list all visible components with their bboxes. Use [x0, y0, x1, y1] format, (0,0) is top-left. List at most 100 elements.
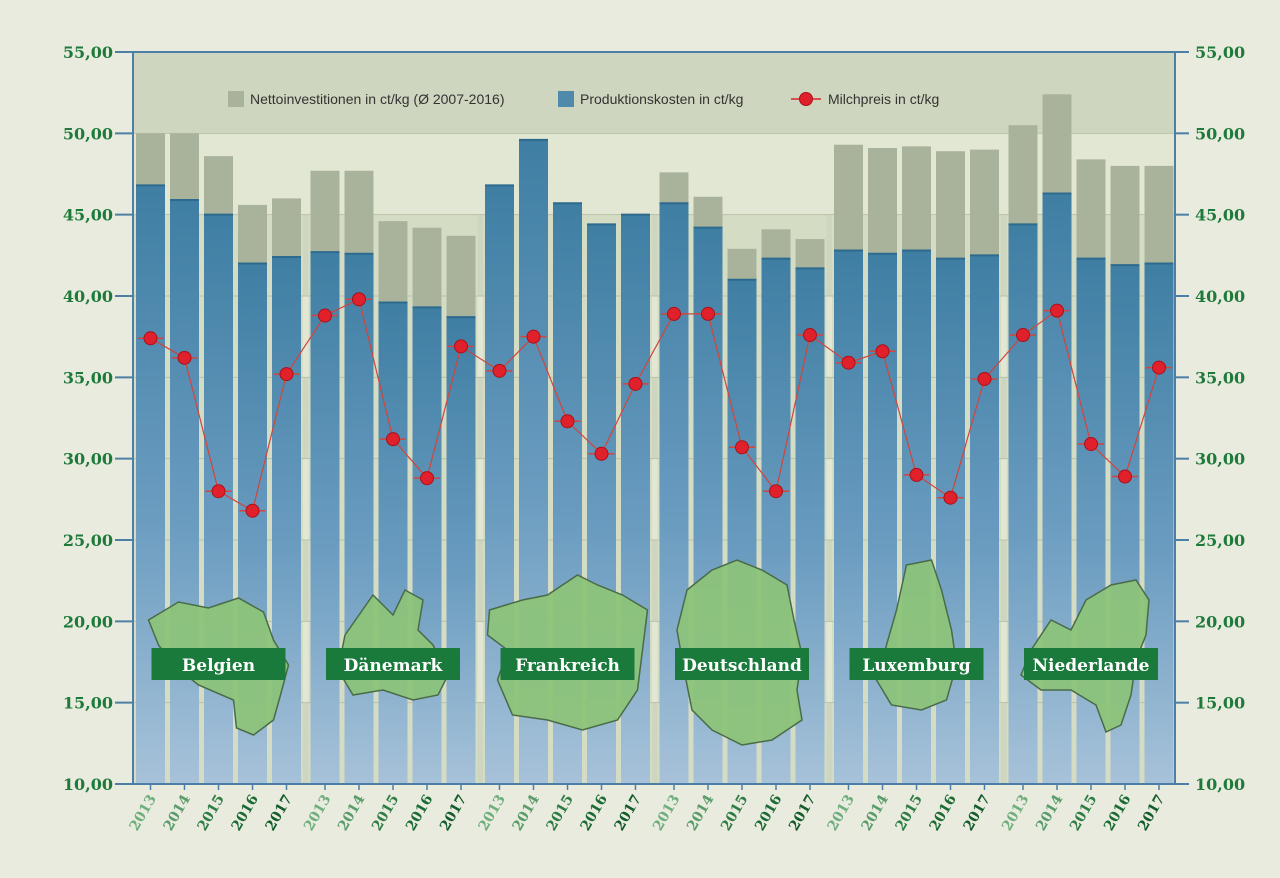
- legend-label-milch: Milchpreis in ct/kg: [828, 91, 939, 107]
- kosten-bar: [970, 255, 999, 785]
- grid-band: [133, 52, 1175, 134]
- y-tick-label-left: 30,00: [63, 450, 113, 469]
- x-tick-label: 2017: [612, 792, 645, 834]
- netto-bar: [795, 239, 825, 269]
- milchpreis-point: [454, 339, 468, 354]
- x-tick-label: 2015: [544, 792, 577, 834]
- milchpreis-point: [177, 350, 192, 365]
- x-tick-label: 2014: [684, 792, 717, 834]
- netto-bar: [902, 146, 931, 251]
- netto-bar: [344, 170, 374, 254]
- x-tick-label: 2015: [195, 792, 228, 834]
- netto-bar: [204, 156, 233, 215]
- milchpreis-point: [211, 484, 226, 499]
- legend-swatch-kosten: [558, 91, 574, 107]
- x-tick-label: 2013: [825, 792, 858, 834]
- milchpreis-point: [1016, 328, 1030, 343]
- x-tick-label: 2014: [1033, 792, 1066, 834]
- x-tick-label: 2014: [510, 792, 543, 834]
- country-label: Dänemark: [344, 656, 444, 676]
- kosten-bar: [344, 253, 374, 784]
- y-tick-label-left: 15,00: [63, 694, 113, 713]
- kosten-bar: [936, 258, 965, 784]
- kosten-bar: [834, 250, 863, 784]
- milchpreis-point: [526, 329, 541, 344]
- milchpreis-point: [279, 367, 294, 382]
- milchpreis-point: [560, 414, 575, 429]
- milchpreis-point: [769, 484, 783, 499]
- milchpreis-point: [875, 344, 890, 359]
- y-tick-label-right: 10,00: [1195, 775, 1245, 794]
- y-tick-label-right: 20,00: [1195, 612, 1245, 631]
- milchpreis-point: [701, 306, 715, 321]
- netto-bar: [761, 229, 791, 259]
- milchpreis-point: [1050, 303, 1064, 318]
- milchpreis-point: [667, 306, 681, 321]
- grid-band: [133, 377, 1175, 459]
- netto-bar: [1076, 159, 1106, 259]
- x-tick-label: 2014: [161, 792, 194, 834]
- country-label: Niederlande: [1032, 656, 1149, 676]
- netto-bar: [834, 144, 863, 251]
- x-tick-label: 2013: [127, 792, 160, 834]
- netto-bar: [446, 235, 476, 318]
- x-tick-label: 2017: [786, 792, 819, 834]
- netto-bar: [936, 151, 965, 259]
- netto-bar: [727, 248, 757, 280]
- x-tick-label: 2014: [859, 792, 892, 834]
- milchpreis-point: [977, 371, 992, 386]
- netto-bar: [1110, 165, 1140, 266]
- milchpreis-point: [628, 376, 643, 391]
- x-tick-label: 2015: [718, 792, 751, 834]
- x-tick-label: 2013: [999, 792, 1032, 834]
- grid-band: [133, 702, 1175, 784]
- x-tick-label: 2017: [1135, 792, 1168, 834]
- milchpreis-point: [841, 355, 856, 370]
- netto-bar: [970, 149, 999, 256]
- x-tick-label: 2015: [1067, 792, 1100, 834]
- country-label: Deutschland: [682, 656, 802, 676]
- milchpreis-point: [318, 308, 332, 323]
- netto-bar: [170, 133, 199, 201]
- y-tick-label-right: 50,00: [1195, 124, 1245, 143]
- kosten-bar: [659, 203, 689, 784]
- milchpreis-point: [1118, 469, 1132, 484]
- milchpreis-point: [143, 331, 158, 346]
- milchpreis-point: [245, 503, 260, 518]
- x-tick-label: 2016: [578, 792, 611, 834]
- y-tick-label-right: 55,00: [1195, 43, 1245, 62]
- netto-bar: [136, 133, 165, 186]
- country-label-box: [849, 648, 984, 680]
- x-tick-label: 2017: [263, 792, 296, 834]
- y-tick-label-left: 20,00: [63, 612, 113, 631]
- country-label-box: [500, 648, 635, 680]
- x-tick-label: 2016: [1101, 792, 1134, 834]
- netto-bar: [272, 198, 301, 257]
- milchpreis-point: [594, 446, 609, 461]
- x-tick-label: 2013: [650, 792, 683, 834]
- grid-band: [133, 540, 1175, 622]
- kosten-bar: [446, 317, 476, 784]
- netto-bar: [378, 221, 408, 303]
- kosten-bar: [1144, 263, 1174, 784]
- legend-swatch-netto: [228, 91, 244, 107]
- x-tick-label: 2014: [335, 792, 368, 834]
- x-tick-label: 2016: [752, 792, 785, 834]
- y-tick-label-right: 25,00: [1195, 531, 1245, 550]
- y-tick-label-right: 40,00: [1195, 287, 1245, 306]
- netto-bar: [1144, 165, 1174, 264]
- y-tick-label-left: 25,00: [63, 531, 113, 550]
- y-tick-label-right: 15,00: [1195, 694, 1245, 713]
- kosten-bar: [1042, 193, 1072, 784]
- milchpreis-point: [1152, 360, 1166, 375]
- milchpreis-point: [352, 292, 366, 307]
- grid-band: [133, 214, 1175, 296]
- y-tick-label-left: 35,00: [63, 368, 113, 387]
- netto-bar: [868, 147, 897, 254]
- milchpreis-point: [803, 328, 817, 343]
- milchpreis-point: [386, 432, 400, 447]
- milchpreis-line: [150, 298, 1160, 512]
- netto-bar: [693, 196, 723, 228]
- milchpreis-point: [735, 440, 749, 455]
